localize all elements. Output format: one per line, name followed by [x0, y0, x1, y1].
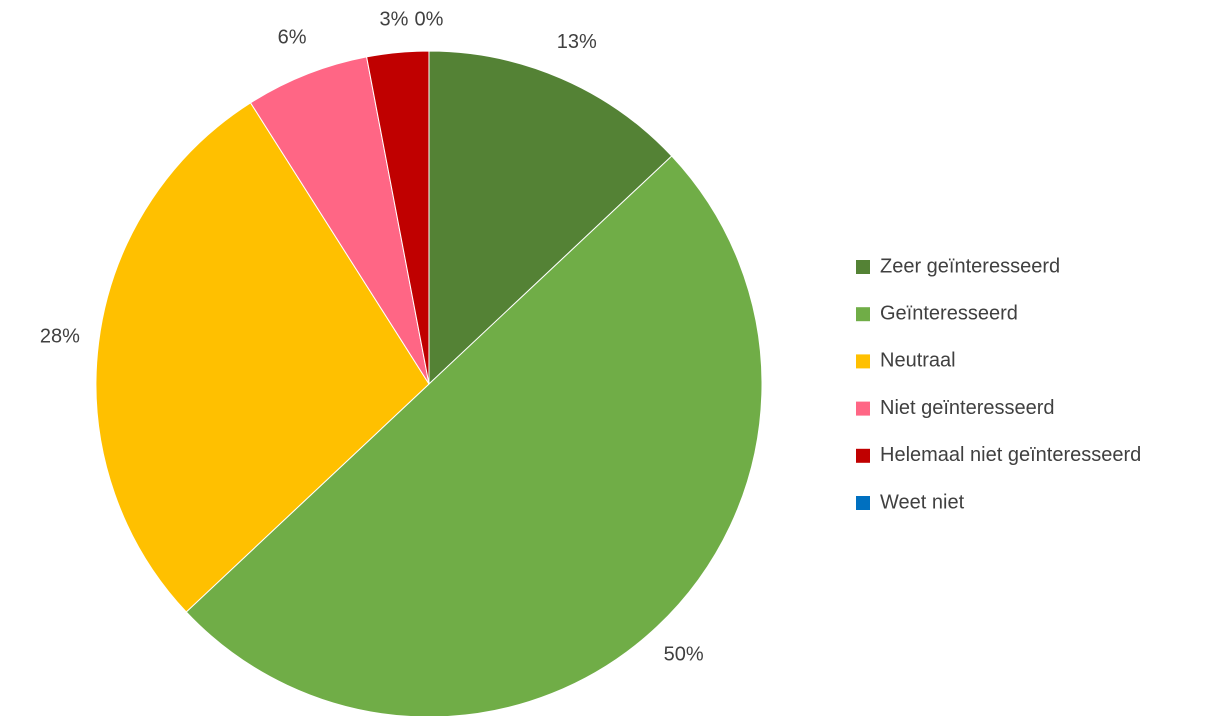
legend-label: Geïnteresseerd	[880, 302, 1018, 324]
legend-swatch	[856, 260, 870, 274]
legend-label: Zeer geïnteresseerd	[880, 255, 1060, 277]
data-label: 28%	[40, 326, 80, 348]
data-label: 3%	[380, 8, 409, 30]
data-label: 50%	[664, 643, 704, 665]
data-label: 6%	[278, 26, 307, 48]
legend-label: Helemaal niet geïnteresseerd	[880, 444, 1141, 466]
legend-swatch	[856, 354, 870, 369]
pie-slice	[249, 56, 430, 385]
data-label: 13%	[557, 31, 597, 53]
legend-swatch	[856, 448, 870, 463]
legend-label: Neutraal	[880, 350, 956, 372]
legend-label: Weet niet	[880, 491, 965, 513]
pie-slice	[185, 155, 763, 716]
legend-swatch	[856, 307, 870, 322]
legend-swatch	[856, 401, 870, 416]
legend-label: Niet geïnteresseerd	[880, 397, 1055, 419]
legend-swatch	[856, 496, 870, 510]
pie-slice	[428, 50, 673, 386]
pie-slice	[95, 102, 430, 613]
data-label: 0%	[415, 8, 444, 30]
